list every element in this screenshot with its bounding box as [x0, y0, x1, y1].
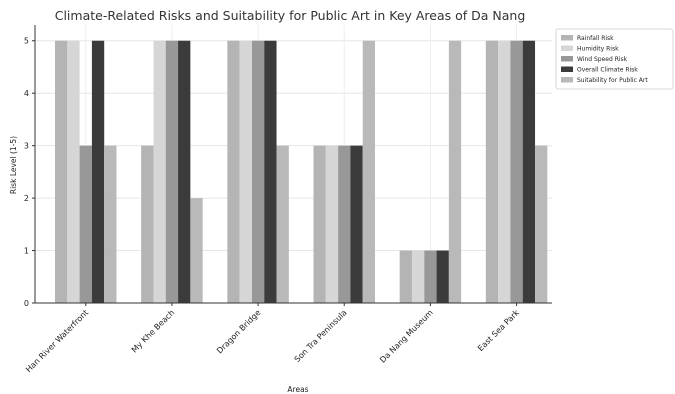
bar-5-4 [535, 145, 548, 303]
chart-title: Climate-Related Risks and Suitability fo… [55, 8, 526, 23]
legend-swatch-2 [561, 56, 573, 62]
bar-2-1 [239, 40, 252, 304]
bar-0-1 [67, 40, 80, 304]
legend-label-1: Humidity Risk [577, 46, 619, 53]
x-ticks: Han River Waterfront My Khe Beach Dragon B… [24, 303, 521, 374]
bar-5-3 [522, 40, 536, 304]
bar-4-3 [436, 250, 449, 303]
legend-label-0: Rainfall Risk [577, 35, 614, 42]
bar-4-2 [424, 250, 437, 303]
bar-2-0 [227, 40, 240, 304]
bar-0-3 [91, 40, 105, 304]
x-tick-label-1: My Khe Beach [130, 308, 176, 354]
legend-swatch-4 [561, 77, 573, 83]
bar-0-2 [79, 145, 92, 303]
bar-1-3 [178, 40, 191, 304]
bar-2-4 [276, 145, 289, 303]
y-tick-label-3: 3 [24, 142, 29, 151]
x-tick-label-4: Da Nang Museum [378, 308, 435, 365]
bar-3-0 [313, 145, 326, 303]
x-tick-label-2: Dragon Bridge [215, 308, 262, 355]
legend-label-2: Wind Speed Risk [577, 56, 628, 63]
bar-3-4 [362, 40, 375, 304]
bar-0-4 [104, 145, 117, 303]
bar-2-2 [251, 40, 265, 304]
bar-2-3 [264, 40, 277, 304]
legend-swatch-0 [561, 35, 573, 41]
x-tick-label-0: Han River Waterfront [24, 308, 90, 374]
bar-3-1 [325, 145, 339, 303]
legend-swatch-3 [561, 66, 573, 72]
x-tick-label-3: Son Tra Peninsula [293, 308, 349, 364]
bar-1-2 [165, 40, 179, 304]
y-ticks: 0 1 2 3 4 5 [24, 37, 35, 308]
bar-4-0 [399, 250, 412, 303]
y-tick-label-5: 5 [24, 37, 29, 46]
bar-3-2 [338, 145, 351, 303]
legend-swatch-1 [561, 45, 573, 51]
y-tick-label-0: 0 [24, 299, 29, 308]
bars [55, 40, 548, 304]
bar-5-2 [510, 40, 523, 304]
legend-box [555, 28, 674, 90]
bar-4-4 [448, 40, 462, 304]
y-tick-label-1: 1 [24, 247, 29, 256]
y-tick-label-2: 2 [24, 194, 29, 203]
bar-4-1 [411, 250, 425, 303]
legend-label-4: Suitability for Public Art [577, 77, 648, 84]
x-tick-label-5: East Sea Park [476, 308, 521, 353]
y-tick-label-4: 4 [24, 89, 29, 98]
bar-5-0 [485, 40, 499, 304]
legend: Rainfall Risk Humidity Risk Wind Speed Ris… [555, 28, 674, 90]
x-axis-label: Areas [287, 385, 308, 394]
bar-1-1 [153, 40, 166, 304]
bar-1-0 [141, 145, 154, 303]
bar-0-0 [55, 40, 68, 304]
legend-label-3: Overall Climate Risk [577, 67, 638, 74]
bar-3-3 [350, 145, 363, 303]
y-axis-label: Risk Level (1-5) [9, 136, 18, 194]
axes [34, 25, 552, 304]
bar-1-4 [190, 198, 203, 303]
bar-5-1 [498, 40, 511, 304]
